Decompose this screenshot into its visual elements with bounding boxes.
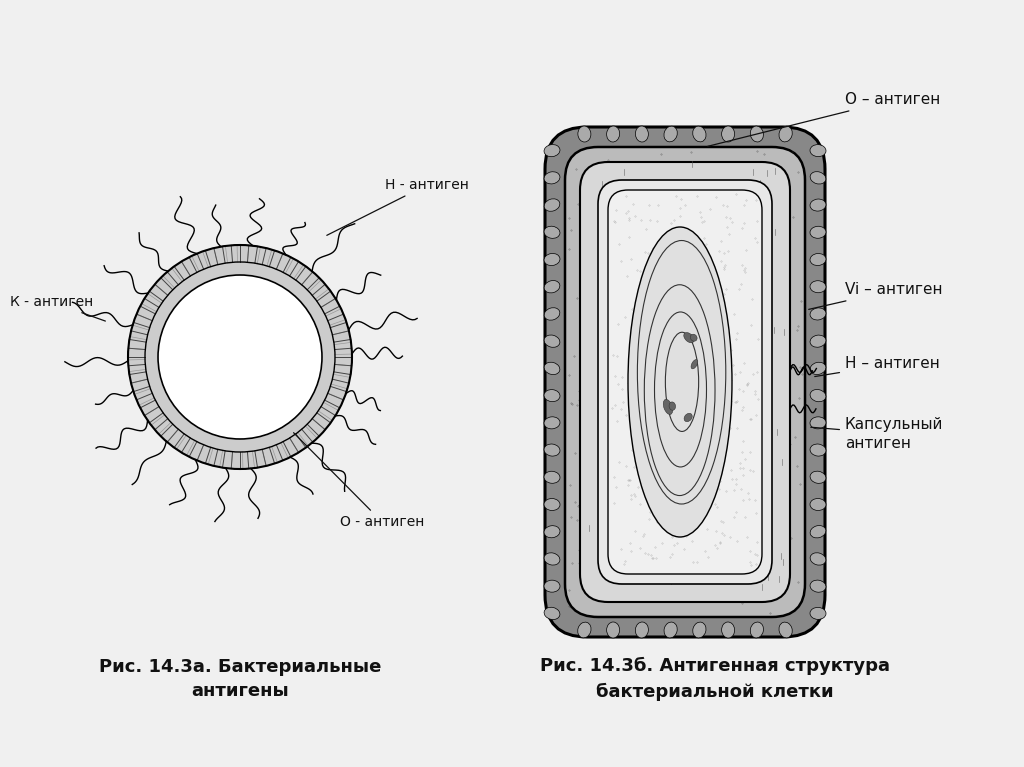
Ellipse shape — [779, 126, 793, 142]
Ellipse shape — [544, 253, 560, 265]
Circle shape — [128, 245, 352, 469]
Ellipse shape — [544, 444, 560, 456]
Ellipse shape — [544, 416, 560, 429]
Ellipse shape — [810, 226, 826, 239]
Ellipse shape — [544, 553, 560, 565]
Ellipse shape — [810, 308, 826, 320]
Ellipse shape — [628, 227, 732, 537]
Ellipse shape — [544, 144, 560, 156]
Ellipse shape — [810, 525, 826, 538]
Ellipse shape — [606, 126, 620, 142]
Ellipse shape — [544, 499, 560, 511]
Ellipse shape — [810, 444, 826, 456]
Ellipse shape — [635, 126, 648, 142]
Ellipse shape — [544, 607, 560, 620]
Ellipse shape — [544, 471, 560, 483]
Ellipse shape — [810, 471, 826, 483]
Ellipse shape — [544, 390, 560, 402]
Ellipse shape — [635, 622, 648, 638]
Text: О - антиген: О - антиген — [294, 433, 424, 529]
Ellipse shape — [544, 525, 560, 538]
Ellipse shape — [810, 580, 826, 592]
Ellipse shape — [810, 499, 826, 511]
FancyBboxPatch shape — [598, 180, 772, 584]
Ellipse shape — [664, 126, 677, 142]
Ellipse shape — [664, 400, 673, 414]
Text: К - антиген: К - антиген — [10, 295, 105, 321]
Ellipse shape — [810, 172, 825, 184]
Ellipse shape — [544, 281, 560, 293]
Ellipse shape — [810, 553, 826, 565]
Ellipse shape — [722, 126, 734, 142]
Ellipse shape — [751, 126, 764, 142]
Ellipse shape — [664, 622, 677, 638]
Ellipse shape — [810, 335, 826, 347]
Ellipse shape — [722, 622, 734, 638]
Ellipse shape — [544, 199, 560, 211]
Ellipse shape — [578, 622, 591, 638]
Ellipse shape — [692, 126, 706, 142]
Ellipse shape — [810, 362, 826, 374]
Ellipse shape — [544, 362, 560, 374]
Ellipse shape — [810, 199, 826, 211]
Ellipse shape — [810, 416, 826, 429]
Ellipse shape — [544, 226, 560, 239]
FancyBboxPatch shape — [545, 127, 825, 637]
FancyBboxPatch shape — [580, 162, 790, 602]
Ellipse shape — [606, 622, 620, 638]
Ellipse shape — [810, 390, 826, 402]
Ellipse shape — [810, 145, 826, 156]
Text: Н - антиген: Н - антиген — [327, 178, 469, 235]
Text: О – антиген: О – антиген — [708, 93, 940, 146]
Ellipse shape — [684, 333, 694, 343]
Ellipse shape — [810, 253, 826, 265]
Ellipse shape — [779, 622, 793, 638]
Ellipse shape — [544, 580, 560, 592]
Ellipse shape — [690, 334, 697, 341]
Ellipse shape — [810, 607, 826, 620]
Circle shape — [158, 275, 322, 439]
Text: Капсульный
антиген: Капсульный антиген — [811, 417, 943, 451]
Ellipse shape — [693, 622, 706, 638]
Text: Рис. 14.3а. Бактериальные
антигены: Рис. 14.3а. Бактериальные антигены — [98, 657, 381, 700]
FancyBboxPatch shape — [608, 190, 762, 574]
Ellipse shape — [544, 308, 560, 320]
Ellipse shape — [691, 360, 697, 369]
Ellipse shape — [810, 281, 826, 293]
Text: Н – антиген: Н – антиген — [815, 357, 940, 377]
Text: Vi – антиген: Vi – антиген — [809, 282, 942, 309]
FancyBboxPatch shape — [565, 147, 805, 617]
Ellipse shape — [669, 402, 676, 410]
Ellipse shape — [578, 126, 591, 142]
Ellipse shape — [684, 413, 692, 422]
Ellipse shape — [751, 622, 764, 638]
Ellipse shape — [544, 335, 560, 347]
Text: Рис. 14.3б. Антигенная структура
бактериальной клетки: Рис. 14.3б. Антигенная структура бактери… — [540, 657, 890, 701]
Ellipse shape — [544, 172, 560, 184]
